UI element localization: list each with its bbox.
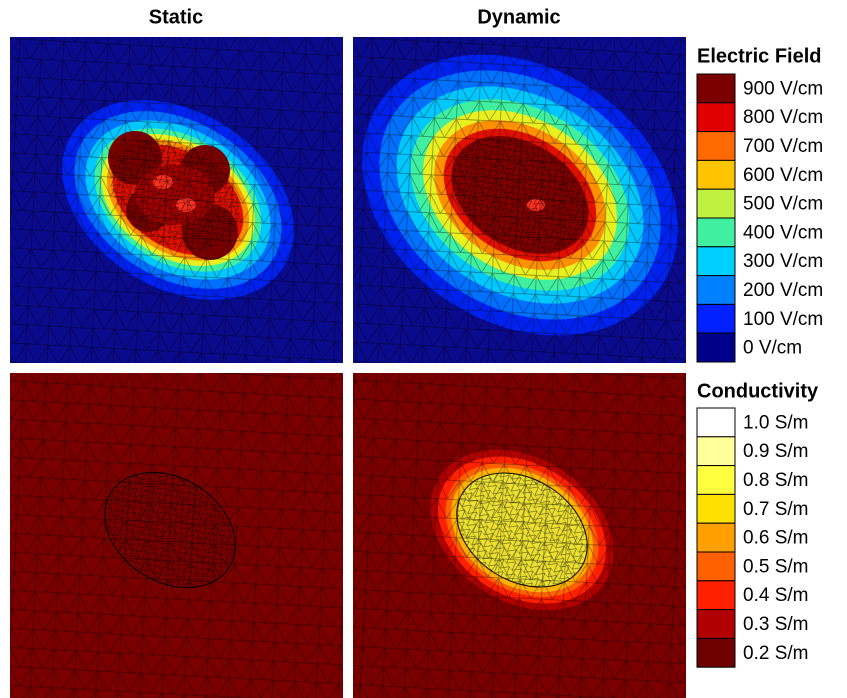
legend-label: 600 V/cm (743, 165, 823, 186)
legend-swatch (696, 275, 736, 305)
legend-swatch (696, 551, 736, 582)
legend-swatch (696, 465, 736, 495)
legend-swatch (696, 246, 736, 277)
dynamic-conductivity-panel (353, 373, 686, 698)
legend-label: 800 V/cm (743, 107, 823, 128)
legend-label: 0.6 S/m (743, 528, 808, 549)
legend-swatch (696, 303, 736, 334)
legend-swatch (696, 609, 736, 639)
legend-label: 200 V/cm (743, 280, 823, 301)
legend-label: 0.7 S/m (743, 499, 808, 520)
legend-swatch (696, 188, 736, 219)
legend-swatch (696, 131, 736, 161)
legend-swatch (696, 332, 736, 363)
static-conductivity-panel (10, 373, 343, 698)
legend-label: 0.8 S/m (743, 470, 808, 491)
legend-title: Electric Field (697, 45, 822, 67)
column-title: Dynamic (477, 6, 560, 28)
legend-label: 1.0 S/m (743, 412, 808, 433)
legend-label: 400 V/cm (743, 222, 823, 243)
column-title: Static (149, 6, 203, 28)
legend-label: 0.9 S/m (743, 441, 808, 462)
legend-swatch (696, 580, 736, 611)
legend-label: 0.2 S/m (743, 643, 808, 664)
legend-label: 0.4 S/m (743, 585, 808, 606)
legend-swatch (696, 217, 736, 248)
legend-swatch (696, 407, 736, 438)
legend-swatch (696, 73, 736, 104)
legend-swatch (696, 159, 736, 190)
legend-label: 0.3 S/m (743, 614, 808, 635)
legend-label: 0 V/cm (743, 338, 802, 359)
legend-swatch (696, 522, 736, 553)
legend-title: Conductivity (697, 380, 819, 402)
legend-label: 700 V/cm (743, 136, 823, 157)
legends: 900 V/cm 800 V/cm 700 V/cm 600 V/cm 500 V/cm… (696, 73, 823, 668)
legend-label: 300 V/cm (743, 251, 823, 272)
legend-swatch (696, 493, 736, 524)
legend-label: 500 V/cm (743, 194, 823, 215)
static-field-panel (10, 37, 343, 363)
dynamic-field-panel (353, 37, 686, 363)
legend-label: 100 V/cm (743, 309, 823, 330)
legend-swatch (696, 102, 736, 133)
legend-label: 900 V/cm (743, 78, 823, 99)
legend-label: 0.5 S/m (743, 556, 808, 577)
legend-swatch (696, 436, 736, 467)
legend-swatch (696, 637, 736, 668)
